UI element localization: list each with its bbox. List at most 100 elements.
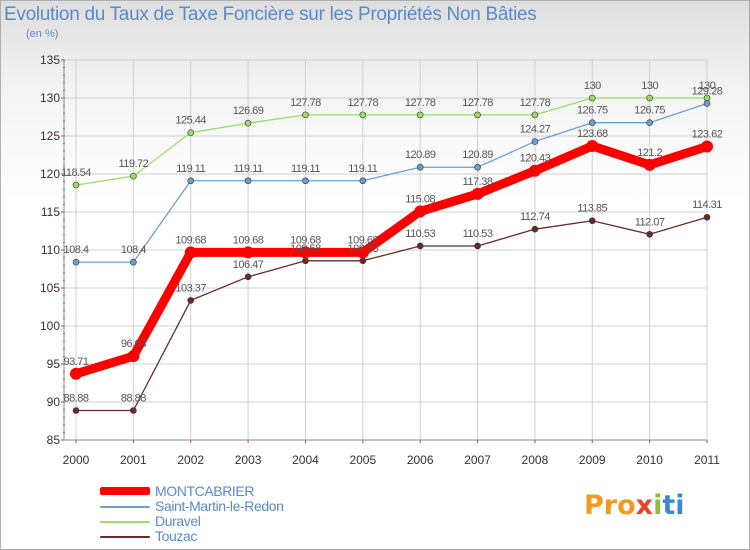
x-tick-label: 2005 [349,453,376,467]
y-tick-label: 100 [40,319,60,333]
data-point-duravel [416,111,424,119]
data-point-touzac [187,297,195,304]
data-point-montcabrier [586,140,599,153]
data-label-duravel: 125.44 [175,115,206,127]
series-line-duravel [75,97,708,186]
legend-label-montcabrier: MONTCABRIER [155,483,255,499]
y-tick-label: 120 [40,167,60,181]
data-label-touzac: 112.07 [635,216,665,228]
data-point-duravel [646,94,653,102]
data-label-montcabrier: 115.08 [405,193,435,205]
data-label-montcabrier: 123.62 [692,128,723,140]
data-point-saint-martin-le-redon [302,177,309,185]
data-point-duravel [72,181,80,189]
data-point-touzac [130,407,137,414]
data-label-montcabrier: 93.71 [63,356,88,368]
data-point-duravel [359,111,367,119]
series-line-touzac [75,216,708,412]
x-tick-label: 2007 [464,453,491,467]
data-label-touzac: 108.58 [347,243,378,255]
data-point-saint-martin-le-redon [187,177,195,185]
data-point-saint-martin-le-redon [416,163,424,171]
data-label-saint-martin-le-redon: 119.11 [291,163,320,175]
data-label-montcabrier: 96.03 [121,338,146,350]
data-point-duravel [130,172,137,180]
legend-swatch-duravel [100,521,150,523]
data-point-touzac [416,242,424,250]
line-chart: 85 90 95 100 105 110 115 120 125 130 135 2000 2001 20… [40,53,723,467]
data-label-saint-martin-le-redon: 120.89 [462,149,493,161]
x-tick-label: 2011 [694,453,720,467]
data-label-saint-martin-le-redon: 119.11 [348,163,377,175]
data-label-touzac: 88.88 [121,393,146,405]
legend-label-saint-martin-le-redon: Saint-Martin-le-Redon [155,498,284,514]
data-point-montcabrier [528,164,541,177]
y-tick-label: 105 [40,281,60,295]
data-label-saint-martin-le-redon: 124.27 [520,124,551,136]
data-point-touzac [72,407,80,414]
proxiti-logo: Proxiti [584,490,685,521]
data-label-montcabrier: 109.68 [233,234,264,246]
legend-swatch-touzac [100,536,150,538]
data-label-saint-martin-le-redon: 108.4 [63,244,88,256]
data-point-duravel [187,129,195,136]
x-tick-label: 2004 [292,453,319,467]
data-point-saint-martin-le-redon [359,177,367,185]
x-tick-label: 2003 [235,453,262,467]
data-label-duravel: 118.54 [61,167,91,179]
y-tick-label: 110 [41,243,60,257]
data-label-saint-martin-le-redon: 129.28 [692,85,723,97]
data-point-saint-martin-le-redon [72,258,80,266]
y-tick-label: 90 [47,395,61,409]
legend-swatch-saint-martin-le-redon [100,506,150,508]
data-label-saint-martin-le-redon: 126.75 [577,105,608,117]
data-label-duravel: 130 [584,80,601,92]
data-point-saint-martin-le-redon [646,119,653,126]
data-point-saint-martin-le-redon [531,138,539,145]
data-point-montcabrier [701,140,713,153]
data-point-duravel [244,119,252,127]
data-label-saint-martin-le-redon: 119.11 [234,163,263,175]
data-label-duravel: 127.78 [520,97,551,109]
data-label-touzac: 110.53 [405,228,435,240]
data-point-duravel [531,111,539,119]
data-point-montcabrier [242,246,255,259]
data-point-montcabrier [471,187,484,200]
unit-label: (en %) [26,28,59,40]
data-label-duravel: 126.69 [233,105,264,117]
data-label-montcabrier: 109.68 [290,234,321,246]
data-label-duravel: 127.78 [290,97,321,109]
data-point-duravel [302,111,309,119]
data-label-touzac: 112.74 [520,211,550,223]
data-point-montcabrier [70,367,82,380]
data-label-touzac: 110.53 [463,228,493,240]
x-tick-label: 2000 [63,453,90,467]
logo-part-3: i [653,490,663,521]
data-label-duravel: 127.78 [405,97,436,109]
data-label-touzac: 113.85 [577,203,607,215]
data-label-duravel: 127.78 [462,97,493,109]
data-point-saint-martin-le-redon [703,100,711,107]
data-point-touzac [588,217,596,225]
series-line-saint-martin-le-redon [75,102,708,263]
data-point-touzac [302,257,309,265]
data-label-touzac: 103.37 [175,282,206,294]
data-label-montcabrier: 123.68 [577,128,608,140]
legend-swatch-montcabrier [100,487,150,495]
logo-part-2: x [635,490,654,521]
data-label-saint-martin-le-redon: 108.4 [121,244,146,256]
x-tick-label: 2002 [177,453,204,467]
data-point-montcabrier [356,246,369,259]
y-tick-label: 85 [47,433,61,447]
x-tick-label: 2006 [407,453,434,467]
x-tick-label: 2001 [120,453,147,467]
data-point-saint-martin-le-redon [130,258,137,266]
data-point-touzac [646,230,653,238]
data-point-touzac [359,257,367,265]
data-point-saint-martin-le-redon [474,163,481,171]
data-point-touzac [531,225,539,233]
data-point-montcabrier [414,205,427,218]
x-tick-label: 2010 [636,453,663,467]
chart-title: Evolution du Taux de Taxe Foncière sur l… [4,4,537,25]
